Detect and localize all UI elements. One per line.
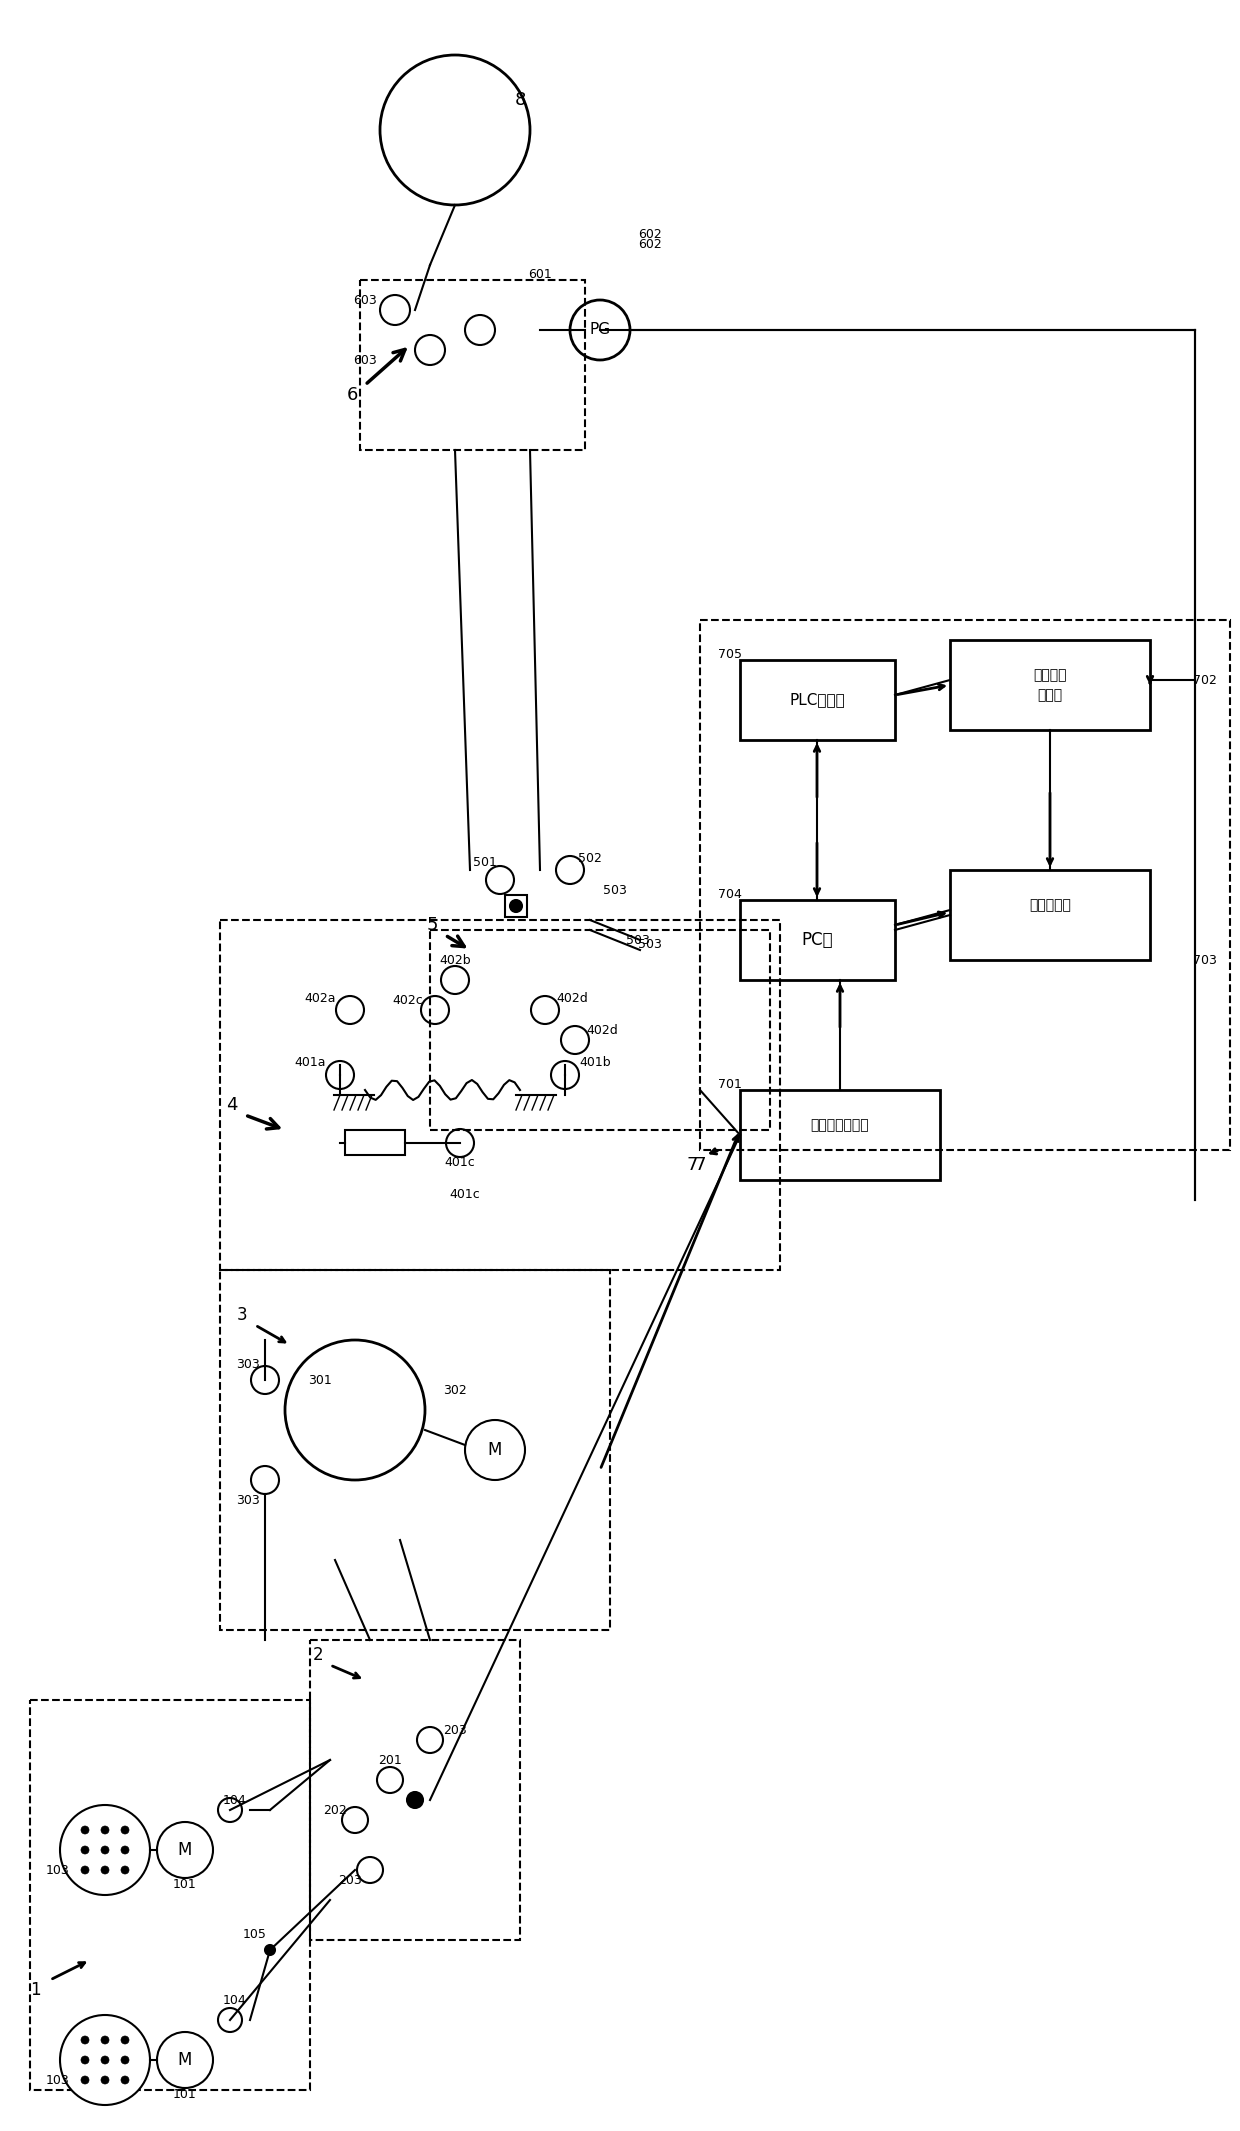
- Text: 503: 503: [639, 938, 662, 953]
- Text: 702: 702: [1193, 673, 1216, 686]
- Circle shape: [81, 1826, 89, 1835]
- Text: 104: 104: [223, 1794, 247, 1807]
- Circle shape: [100, 2056, 109, 2065]
- Text: 7: 7: [694, 1155, 706, 1174]
- Text: 703: 703: [1193, 953, 1216, 967]
- Text: 705: 705: [718, 648, 742, 661]
- Text: 602: 602: [639, 228, 662, 241]
- Text: 501: 501: [474, 855, 497, 869]
- Text: 101: 101: [174, 2088, 197, 2101]
- Text: 101: 101: [174, 1880, 197, 1892]
- Bar: [740, 899, 895, 980]
- Text: 603: 603: [353, 294, 377, 307]
- Bar: [740, 661, 895, 739]
- Text: 103: 103: [46, 2073, 69, 2086]
- Bar: [360, 279, 585, 450]
- Text: PC机: PC机: [801, 931, 833, 948]
- Circle shape: [60, 1805, 150, 1894]
- Text: 203: 203: [443, 1724, 467, 1737]
- Text: 402c: 402c: [393, 993, 423, 1006]
- Text: 105: 105: [243, 1929, 267, 1941]
- Text: M: M: [487, 1441, 502, 1460]
- Text: 8: 8: [515, 92, 526, 109]
- Circle shape: [100, 1845, 109, 1854]
- Bar: [219, 1270, 610, 1630]
- Circle shape: [510, 899, 522, 912]
- Circle shape: [122, 2035, 129, 2044]
- Circle shape: [81, 2056, 89, 2065]
- Text: 集束张力: 集束张力: [1033, 667, 1066, 682]
- Text: 704: 704: [718, 889, 742, 901]
- Text: 104: 104: [223, 1992, 247, 2007]
- Text: 401b: 401b: [579, 1055, 611, 1068]
- Circle shape: [81, 2076, 89, 2084]
- Text: 7: 7: [686, 1155, 698, 1174]
- Text: PLC控制器: PLC控制器: [789, 693, 844, 707]
- Text: 402b: 402b: [439, 953, 471, 967]
- Text: 6: 6: [346, 386, 357, 405]
- Bar: [30, 1701, 310, 2091]
- Text: 2: 2: [312, 1645, 324, 1664]
- Circle shape: [265, 1946, 275, 1954]
- Bar: [310, 1641, 520, 1939]
- Text: 201: 201: [378, 1754, 402, 1767]
- Text: 303: 303: [236, 1494, 260, 1507]
- Bar: [740, 1089, 940, 1181]
- Circle shape: [122, 1867, 129, 1873]
- Text: 1: 1: [30, 1982, 41, 1999]
- Text: 303: 303: [236, 1357, 260, 1372]
- Circle shape: [407, 1792, 423, 1807]
- Bar: [345, 1129, 405, 1155]
- Text: 602: 602: [639, 239, 662, 251]
- Circle shape: [81, 1845, 89, 1854]
- Circle shape: [122, 2076, 129, 2084]
- Text: 402d: 402d: [556, 991, 588, 1004]
- Circle shape: [122, 1845, 129, 1854]
- Text: 103: 103: [46, 1862, 69, 1877]
- Circle shape: [81, 2035, 89, 2044]
- Text: 301: 301: [308, 1374, 332, 1387]
- Text: 5: 5: [427, 916, 438, 933]
- Text: 402d: 402d: [587, 1023, 618, 1036]
- Circle shape: [100, 1867, 109, 1873]
- Text: 401c: 401c: [450, 1189, 480, 1202]
- Circle shape: [100, 2035, 109, 2044]
- Bar: [219, 921, 780, 1270]
- Text: 202: 202: [324, 1803, 347, 1816]
- Circle shape: [122, 1826, 129, 1835]
- Bar: [950, 639, 1149, 731]
- Text: 401c: 401c: [445, 1157, 475, 1170]
- Text: 203: 203: [339, 1873, 362, 1886]
- Text: 502: 502: [578, 852, 601, 865]
- Circle shape: [100, 1826, 109, 1835]
- Circle shape: [81, 1867, 89, 1873]
- Text: 503: 503: [626, 933, 650, 946]
- Text: PG: PG: [589, 322, 610, 337]
- Circle shape: [122, 2056, 129, 2065]
- Text: M: M: [177, 1841, 192, 1858]
- Text: M: M: [177, 2050, 192, 2069]
- Text: 单束张力放大器: 单束张力放大器: [811, 1119, 869, 1132]
- Text: 503: 503: [603, 884, 627, 897]
- Bar: [505, 895, 527, 916]
- Text: 402a: 402a: [304, 991, 336, 1004]
- Bar: [701, 620, 1230, 1151]
- Text: 701: 701: [718, 1078, 742, 1091]
- Text: 302: 302: [443, 1383, 467, 1396]
- Text: 数据采集卡: 数据采集卡: [1029, 897, 1071, 912]
- Text: 3: 3: [237, 1306, 247, 1323]
- Bar: [430, 929, 770, 1129]
- Text: 放大器: 放大器: [1038, 688, 1063, 701]
- Text: 4: 4: [226, 1095, 238, 1115]
- Circle shape: [100, 2076, 109, 2084]
- Text: 601: 601: [528, 269, 552, 281]
- Circle shape: [60, 2016, 150, 2105]
- Bar: [950, 869, 1149, 959]
- Text: 603: 603: [353, 354, 377, 367]
- Text: 401a: 401a: [294, 1055, 326, 1068]
